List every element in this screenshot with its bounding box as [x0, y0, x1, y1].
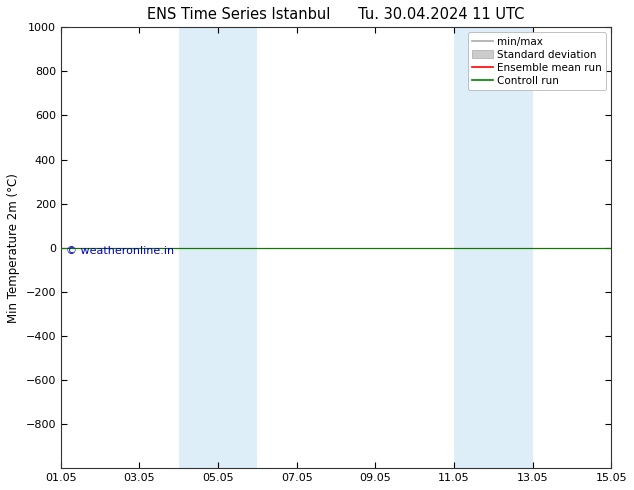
Bar — [454, 27, 493, 468]
Y-axis label: Min Temperature 2m (°C): Min Temperature 2m (°C) — [7, 173, 20, 323]
Text: © weatheronline.in: © weatheronline.in — [67, 245, 174, 255]
Bar — [179, 27, 218, 468]
Title: ENS Time Series Istanbul      Tu. 30.04.2024 11 UTC: ENS Time Series Istanbul Tu. 30.04.2024 … — [147, 7, 525, 22]
Legend: min/max, Standard deviation, Ensemble mean run, Controll run: min/max, Standard deviation, Ensemble me… — [468, 32, 606, 90]
Bar — [493, 27, 533, 468]
Bar — [218, 27, 257, 468]
